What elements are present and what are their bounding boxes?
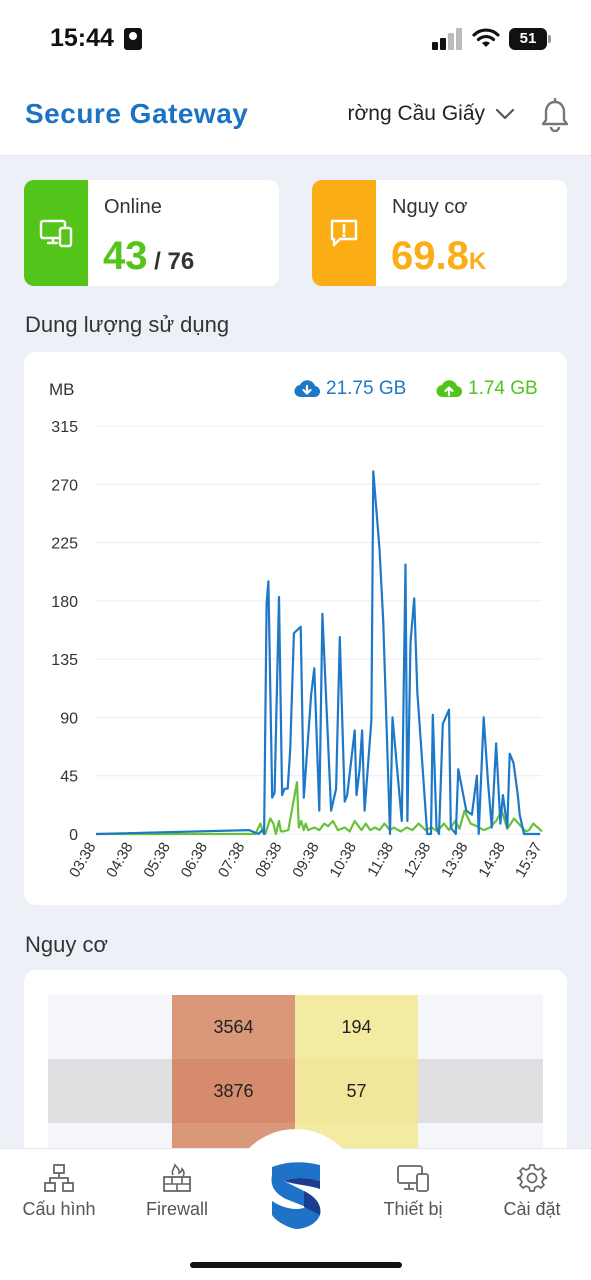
y-tick-label: 315 — [51, 419, 78, 436]
download-series-line — [95, 470, 541, 836]
devices-icon — [24, 180, 88, 286]
online-label: Online — [104, 196, 162, 218]
risk-cell-medium: 57 — [295, 1059, 418, 1123]
x-tick-label: 13:38 — [438, 840, 471, 881]
tab-config[interactable]: Cấu hình — [4, 1163, 114, 1220]
location-label: rờng Cầu Giấy — [347, 102, 486, 125]
risk-suffix: K — [468, 248, 487, 275]
x-tick-label: 06:38 — [178, 840, 211, 881]
app-title: Secure Gateway — [25, 98, 249, 129]
network-icon — [44, 1164, 74, 1192]
download-legend: 21.75 GB — [294, 378, 406, 400]
usage-line-chart: 0 45 90 135 180 225 270 315 03:38 04:38 05:38 06:38… — [51, 419, 545, 881]
location-selector[interactable]: rờng Cầu Giấy — [340, 102, 486, 126]
home-shield-button[interactable] — [230, 1129, 361, 1260]
contact-card-icon — [124, 28, 142, 50]
risk-section-title: Nguy cơ — [25, 932, 108, 957]
gear-icon — [517, 1164, 547, 1192]
shield-logo-icon — [271, 1161, 320, 1229]
risk-cell-high: 3876 — [172, 1059, 295, 1123]
upload-series-line — [96, 781, 543, 836]
x-tick-label: 14:38 — [475, 840, 508, 881]
tab-firewall-label: Firewall — [145, 1199, 208, 1219]
online-total: / 76 — [154, 248, 195, 275]
risk-card[interactable]: Nguy cơ 69.8K — [312, 180, 567, 286]
bottom-tab-bar: Cấu hình Firewall Thiết bị — [0, 1129, 591, 1280]
risk-count: 69.8 — [391, 234, 469, 278]
x-tick-label: 04:38 — [103, 840, 136, 881]
x-tick-label: 11:38 — [364, 840, 397, 880]
x-tick-label: 09:38 — [289, 840, 322, 881]
risk-table-card: 3564 194 3876 57 — [24, 970, 567, 1150]
firewall-icon — [163, 1163, 191, 1192]
risk-cell-high: 3564 — [172, 995, 295, 1059]
y-tick-label: 0 — [69, 827, 78, 844]
x-tick-label: 15:37 — [512, 840, 545, 881]
y-tick-label: 270 — [51, 477, 78, 494]
x-tick-label: 05:38 — [140, 840, 173, 881]
online-value: 43 / 76 — [103, 234, 194, 279]
table-row[interactable]: 3876 57 — [48, 1059, 543, 1123]
usage-chart-card: MB 21.75 GB 1.74 GB 0 45 90 135 180 225 270 315… — [24, 352, 567, 905]
tab-settings[interactable]: Cài đặt — [477, 1163, 587, 1220]
y-tick-label: 180 — [51, 594, 78, 611]
tab-firewall[interactable]: Firewall — [122, 1163, 232, 1220]
tab-devices[interactable]: Thiết bị — [358, 1163, 468, 1220]
cellular-signal-icon — [432, 28, 464, 50]
status-bar: 15:44 51 — [0, 0, 591, 78]
alert-message-icon — [312, 180, 376, 286]
y-tick-label: 90 — [60, 710, 78, 727]
table-row[interactable]: 3564 194 — [48, 995, 543, 1059]
cloud-download-icon — [294, 380, 320, 398]
battery-tip — [548, 35, 551, 43]
chevron-down-icon[interactable] — [494, 104, 516, 124]
tab-devices-label: Thiết bị — [383, 1199, 443, 1219]
y-tick-label: 135 — [51, 652, 78, 669]
tab-settings-label: Cài đặt — [503, 1199, 561, 1219]
bell-icon[interactable] — [540, 98, 570, 132]
x-tick-label: 12:38 — [401, 840, 434, 881]
tab-config-label: Cấu hình — [22, 1199, 96, 1219]
chart-unit-label: MB — [49, 380, 75, 399]
online-count: 43 — [103, 234, 148, 278]
x-tick-label: 03:38 — [66, 840, 99, 881]
risk-label: Nguy cơ — [392, 196, 468, 218]
upload-total: 1.74 GB — [468, 378, 538, 399]
risk-value: 69.8K — [391, 234, 486, 279]
status-time: 15:44 — [50, 24, 114, 52]
x-tick-label: 10:38 — [326, 840, 359, 881]
cloud-upload-icon — [436, 380, 462, 398]
battery-icon: 51 — [509, 28, 547, 50]
download-total: 21.75 GB — [326, 378, 407, 399]
y-tick-label: 45 — [60, 769, 78, 786]
app-header: Secure Gateway rờng Cầu Giấy — [0, 78, 591, 156]
devices-icon — [397, 1165, 429, 1192]
x-tick-label: 08:38 — [252, 840, 285, 881]
home-indicator — [190, 1262, 402, 1268]
y-tick-label: 225 — [51, 536, 78, 553]
online-card[interactable]: Online 43 / 76 — [24, 180, 279, 286]
usage-section-title: Dung lượng sử dụng — [25, 312, 230, 337]
x-tick-label: 07:38 — [215, 840, 248, 881]
risk-cell-medium: 194 — [295, 995, 418, 1059]
wifi-icon — [472, 28, 500, 47]
upload-legend: 1.74 GB — [436, 378, 538, 400]
